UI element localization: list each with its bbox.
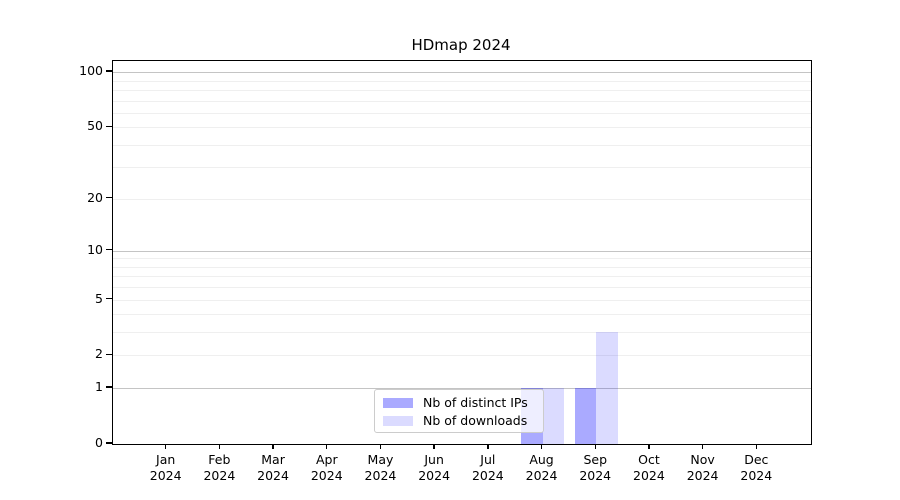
x-tick-label: Jan 2024: [150, 452, 182, 484]
x-tick-label: Mar 2024: [257, 452, 289, 484]
x-tick-label: Apr 2024: [311, 452, 343, 484]
x-tick-year: 2024: [740, 468, 773, 483]
x-tick-month: Jul: [480, 452, 496, 467]
x-tick-mark: [379, 444, 382, 449]
gridline-minor: [113, 89, 811, 91]
x-tick-year: 2024: [418, 468, 451, 483]
y-tick-mark: [106, 249, 112, 251]
gridline-minor: [113, 198, 811, 200]
x-tick-year: 2024: [310, 468, 343, 483]
legend-swatch-distinct-ips-icon: [383, 397, 413, 408]
gridline-minor: [113, 332, 811, 334]
x-tick-month: Feb: [208, 452, 231, 467]
x-tick-month: Sep: [583, 452, 607, 467]
x-tick-month: Mar: [261, 452, 285, 467]
legend-row-downloads: Nb of downloads: [383, 413, 535, 428]
gridline-major: [113, 388, 811, 390]
x-tick-year: 2024: [525, 468, 558, 483]
x-tick-year: 2024: [257, 468, 289, 483]
y-tick-label: 0: [95, 435, 103, 450]
x-tick-mark: [755, 444, 757, 449]
gridline-minor: [113, 287, 811, 289]
x-tick-mark: [701, 444, 704, 449]
y-tick-label: 20: [87, 189, 103, 205]
y-tick-mark: [106, 125, 112, 127]
y-tick-label: 10: [87, 241, 103, 257]
x-tick-label: May 2024: [365, 452, 397, 484]
legend-label-distinct-ips: Nb of distinct IPs: [423, 395, 528, 410]
x-tick-label: Sep 2024: [579, 452, 611, 484]
gridline-major: [113, 72, 811, 74]
y-tick-label: 50: [87, 118, 103, 134]
y-tick-mark: [106, 70, 112, 72]
x-tick-month: Dec: [744, 452, 769, 467]
bar-downloads-aug: [542, 388, 564, 444]
legend-swatch-downloads-icon: [383, 415, 413, 426]
gridline-minor: [113, 355, 811, 357]
x-tick-year: 2024: [203, 468, 236, 483]
y-tick-mark: [106, 386, 112, 388]
x-tick-label: Jul 2024: [472, 452, 504, 484]
y-tick-mark: [106, 297, 112, 300]
gridline-major: [113, 250, 811, 252]
x-tick-month: Aug: [529, 452, 554, 467]
x-tick-year: 2024: [633, 468, 665, 483]
bar-distinct-ips-sep: [574, 388, 597, 444]
x-tick-month: Nov: [690, 452, 715, 467]
legend-label-downloads: Nb of downloads: [423, 413, 528, 428]
x-tick-month: May: [367, 452, 394, 467]
x-tick-label: Jun 2024: [418, 452, 450, 484]
x-tick-mark: [487, 444, 489, 449]
x-tick-year: 2024: [364, 468, 397, 483]
gridline-minor: [113, 100, 811, 102]
gridline-minor: [113, 167, 811, 169]
x-tick-label: Aug 2024: [526, 452, 558, 484]
x-tick-year: 2024: [149, 468, 182, 483]
x-tick-year: 2024: [579, 468, 612, 483]
gridline-minor: [113, 266, 811, 268]
x-tick-year: 2024: [686, 468, 719, 483]
x-tick-mark: [272, 444, 274, 449]
x-tick-label: Dec 2024: [740, 452, 772, 484]
x-tick-month: Jun: [424, 452, 444, 467]
legend: Nb of distinct IPs Nb of downloads: [374, 389, 544, 433]
x-tick-month: Jan: [156, 452, 176, 467]
y-tick-label: 5: [95, 290, 103, 306]
x-tick-year: 2024: [471, 468, 504, 483]
x-tick-mark: [648, 444, 650, 449]
gridline-minor: [113, 127, 811, 129]
x-tick-month: Oct: [638, 452, 660, 467]
y-tick-label: 100: [79, 63, 103, 79]
gridline-minor: [113, 144, 811, 146]
x-tick-label: Nov 2024: [687, 452, 719, 484]
x-tick-mark: [433, 444, 435, 449]
x-tick-label: Feb 2024: [203, 452, 235, 484]
chart-title: HDmap 2024: [411, 36, 511, 54]
y-tick-mark: [106, 197, 112, 199]
x-tick-month: Apr: [315, 452, 338, 467]
legend-row-distinct-ips: Nb of distinct IPs: [383, 395, 535, 410]
gridline-minor: [113, 314, 811, 316]
x-tick-mark: [218, 444, 221, 449]
x-tick-label: Oct 2024: [633, 452, 665, 484]
x-tick-mark: [164, 444, 167, 449]
y-tick-mark: [106, 442, 112, 444]
gridline-minor: [113, 112, 811, 114]
gridline-minor: [113, 80, 811, 82]
y-tick-label: 1: [95, 379, 103, 395]
x-tick-mark: [540, 444, 543, 449]
y-tick-label: 2: [95, 346, 103, 362]
x-tick-mark: [594, 444, 596, 449]
gridline-minor: [113, 276, 811, 278]
x-tick-mark: [326, 444, 328, 449]
gridline-minor: [113, 258, 811, 260]
plot-area: Nb of distinct IPs Nb of downloads: [112, 60, 812, 445]
y-tick-mark: [106, 353, 112, 356]
gridline-minor: [113, 299, 811, 301]
bar-downloads-sep: [596, 332, 618, 444]
